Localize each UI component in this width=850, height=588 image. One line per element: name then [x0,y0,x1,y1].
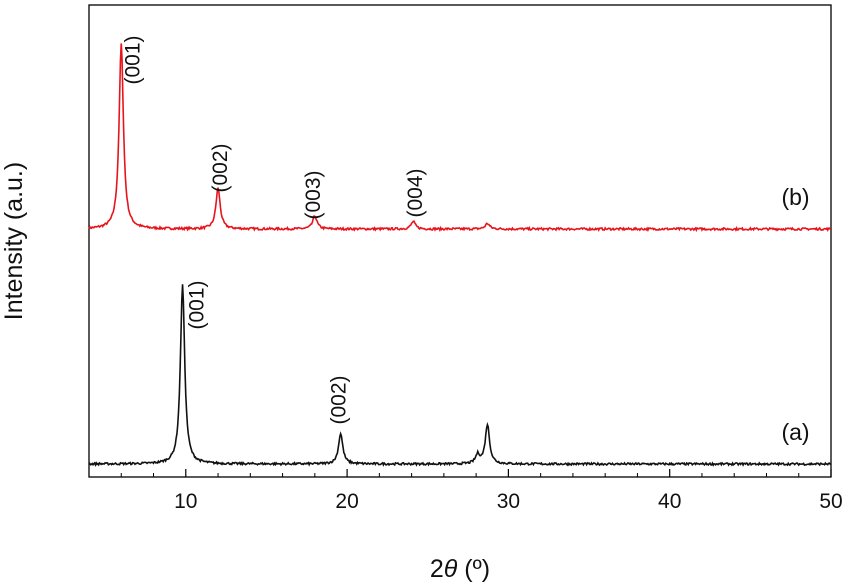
x-axis-label: 2θ (º) [430,555,490,583]
peak-label: (001) [121,35,144,84]
series-label: (a) [781,419,809,445]
peak-label: (004) [404,168,427,217]
x-tick-label: 30 [497,490,520,513]
y-axis-label: Intensity (a.u.) [0,162,28,320]
peak-label: (001) [186,280,209,329]
peak-label: (002) [209,143,232,192]
peak-label: (002) [328,375,351,424]
peak-labels: (001) (002) (003) (004) (b) (001) (002) (a) [121,35,809,445]
series-label: (b) [781,184,809,210]
x-tick-label: 50 [819,490,842,513]
x-tick-label: 10 [174,490,197,513]
x-axis-ticks: 10 20 30 40 50 [120,469,843,513]
series-layer [88,43,832,467]
peak-label: (003) [302,170,325,219]
series-line-0 [88,43,832,233]
x-tick-label: 20 [335,490,358,513]
x-tick-label: 40 [658,490,681,513]
series-line-1 [88,284,832,467]
plot-frame [88,4,832,478]
